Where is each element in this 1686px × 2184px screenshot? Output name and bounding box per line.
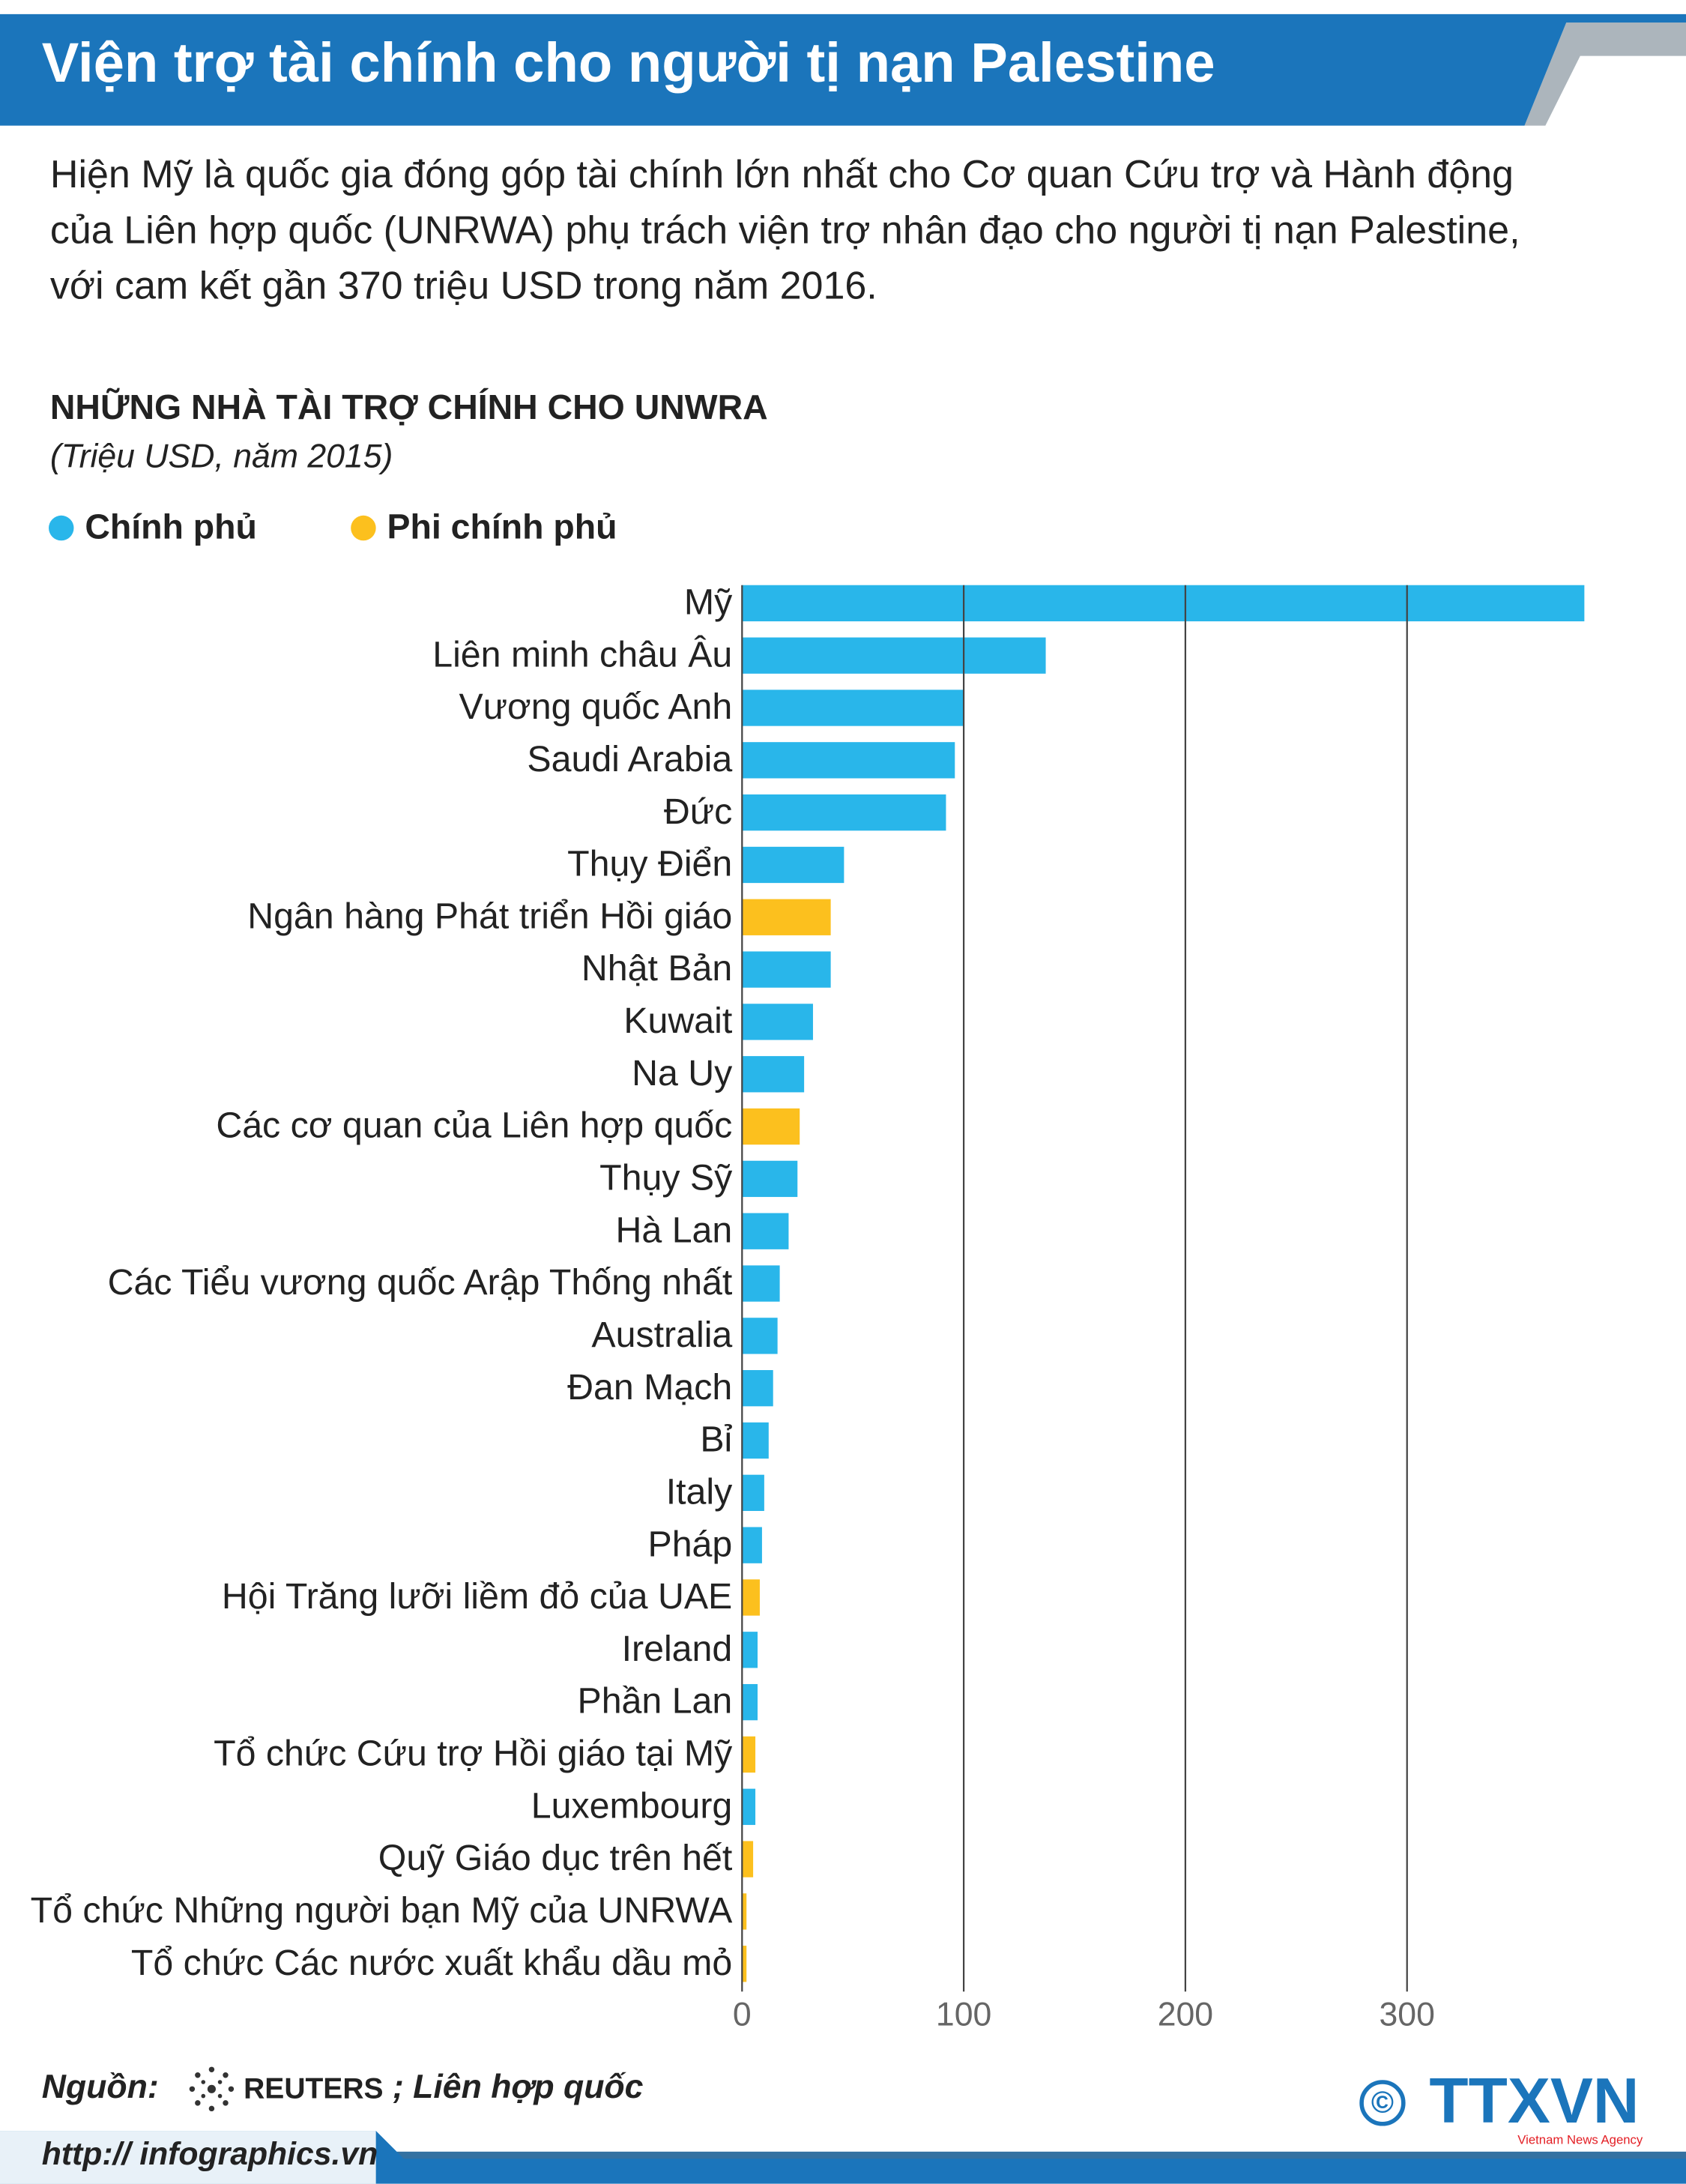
bar bbox=[742, 1527, 762, 1563]
category-label: Italy bbox=[666, 1471, 733, 1512]
legend-label: Phi chính phủ bbox=[387, 507, 617, 546]
category-label: Ngân hàng Phát triển Hồi giáo bbox=[247, 896, 732, 936]
header-accent bbox=[1524, 22, 1686, 126]
category-label: Tổ chức Cứu trợ Hồi giáo tại Mỹ bbox=[214, 1734, 733, 1774]
header-band bbox=[0, 13, 1686, 126]
bar bbox=[742, 690, 964, 726]
bar bbox=[742, 1579, 760, 1616]
bar bbox=[742, 1946, 747, 1982]
chart-title: NHỮNG NHÀ TÀI TRỢ CHÍNH CHO UNWRA bbox=[50, 387, 768, 426]
bar bbox=[742, 1841, 754, 1877]
category-label: Đan Mạch bbox=[567, 1367, 732, 1408]
bar bbox=[742, 1736, 756, 1773]
logo: TTXVN bbox=[1429, 2066, 1639, 2137]
footer-band bbox=[0, 2131, 1686, 2184]
category-label: Vương quốc Anh bbox=[459, 687, 733, 727]
source-other: ; Liên hợp quốc bbox=[393, 2069, 644, 2105]
title: Viện trợ tài chính cho người tị nạn Pale… bbox=[42, 31, 1215, 94]
category-label: Australia bbox=[591, 1315, 732, 1355]
bar bbox=[742, 585, 1585, 622]
category-label: Phần Lan bbox=[577, 1681, 732, 1722]
bar bbox=[742, 1318, 778, 1354]
x-tick-label: 100 bbox=[936, 1996, 991, 2033]
category-label: Hội Trăng lưỡi liềm đỏ của UAE bbox=[222, 1576, 732, 1617]
plot: Mỹ Liên minh châu Âu Vương quốc Anh Saudi A… bbox=[31, 582, 1585, 2033]
category-label: Các cơ quan của Liên hợp quốc bbox=[216, 1105, 732, 1146]
copyright-ring bbox=[1359, 2080, 1406, 2126]
x-tick-label: 0 bbox=[733, 1996, 752, 2033]
website: http:// infographics.vn bbox=[42, 2136, 378, 2172]
bar bbox=[742, 1160, 798, 1198]
category-label: Quỹ Giáo dục trên hết bbox=[378, 1838, 733, 1878]
bar bbox=[742, 794, 946, 831]
category-label: Hà Lan bbox=[616, 1210, 733, 1250]
bar bbox=[742, 637, 1046, 674]
legend-label: Chính phủ bbox=[85, 507, 257, 546]
bar bbox=[742, 1213, 789, 1249]
category-label: Bỉ bbox=[700, 1420, 732, 1460]
bar bbox=[742, 742, 955, 779]
bar bbox=[742, 1632, 758, 1668]
reuters-icon bbox=[189, 2066, 235, 2112]
category-label: Ireland bbox=[622, 1629, 733, 1669]
source-reuters: REUTERS bbox=[244, 2072, 383, 2105]
copyright: © bbox=[1371, 2085, 1394, 2120]
bar bbox=[742, 1893, 747, 1930]
bar bbox=[742, 1265, 780, 1302]
legend-swatch bbox=[351, 515, 376, 541]
bar bbox=[742, 1056, 805, 1093]
logo-sub: Vietnam News Agency bbox=[1517, 2132, 1643, 2147]
source-label: Nguồn: bbox=[42, 2069, 159, 2105]
bar bbox=[742, 899, 831, 935]
footer-accent bbox=[396, 2151, 1686, 2159]
category-label: Luxembourg bbox=[531, 1785, 733, 1826]
category-label: Thụy Điển bbox=[567, 844, 732, 884]
category-label: Saudi Arabia bbox=[527, 739, 732, 779]
bar bbox=[742, 951, 831, 988]
category-label: Mỹ bbox=[684, 582, 733, 622]
category-label: Tổ chức Các nước xuất khẩu dầu mỏ bbox=[131, 1943, 732, 1983]
x-tick-label: 200 bbox=[1158, 1996, 1213, 2033]
bar bbox=[742, 846, 844, 884]
category-label: Đức bbox=[664, 791, 732, 832]
category-label: Na Uy bbox=[632, 1053, 733, 1093]
category-label: Thụy Sỹ bbox=[599, 1158, 733, 1198]
description-line: Hiện Mỹ là quốc gia đóng góp tài chính l… bbox=[50, 153, 1514, 196]
category-label: Tổ chức Những người bạn Mỹ của UNRWA bbox=[31, 1890, 733, 1931]
category-label: Nhật Bản bbox=[581, 948, 732, 989]
category-label: Pháp bbox=[647, 1524, 732, 1564]
bar bbox=[742, 1370, 773, 1407]
legend-swatch bbox=[49, 515, 74, 541]
bar bbox=[742, 1788, 756, 1825]
description-line: của Liên hợp quốc (UNRWA) phụ trách viện… bbox=[50, 208, 1520, 252]
bar bbox=[742, 1004, 813, 1040]
category-label: Kuwait bbox=[623, 1001, 733, 1041]
category-label: Liên minh châu Âu bbox=[432, 634, 732, 675]
bar bbox=[742, 1683, 758, 1721]
website-box bbox=[0, 2131, 376, 2184]
bar bbox=[742, 1422, 769, 1459]
chart-subtitle: (Triệu USD, năm 2015) bbox=[50, 438, 393, 474]
category-label: Các Tiểu vương quốc Arập Thống nhất bbox=[108, 1262, 733, 1303]
x-tick-label: 300 bbox=[1380, 1996, 1435, 2033]
bar bbox=[742, 1474, 764, 1511]
description-line: với cam kết gần 370 triệu USD trong năm … bbox=[50, 265, 877, 308]
bar bbox=[742, 1108, 800, 1145]
legend: Chính phủ Phi chính phủ bbox=[49, 507, 617, 546]
